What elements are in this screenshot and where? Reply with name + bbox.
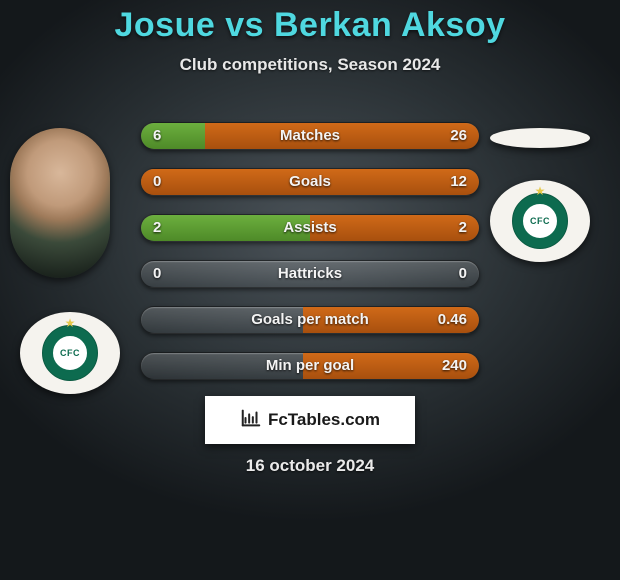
player-left-photo bbox=[10, 128, 110, 278]
brand-logo: FcTables.com bbox=[205, 396, 415, 444]
stat-row: 6Matches26 bbox=[140, 122, 480, 150]
club-badge-icon: ★ bbox=[512, 193, 568, 249]
stat-row: Min per goal240 bbox=[140, 352, 480, 380]
stat-row: 0Goals12 bbox=[140, 168, 480, 196]
stat-row: 2Assists2 bbox=[140, 214, 480, 242]
stat-value-right: 0 bbox=[459, 261, 467, 287]
stat-label: Hattricks bbox=[141, 261, 479, 287]
stat-label: Goals per match bbox=[141, 307, 479, 333]
stat-row: Goals per match0.46 bbox=[140, 306, 480, 334]
stat-label: Goals bbox=[141, 169, 479, 195]
star-icon: ★ bbox=[535, 184, 546, 198]
date-text: 16 october 2024 bbox=[0, 456, 620, 476]
stat-value-right: 2 bbox=[459, 215, 467, 241]
page-title: Josue vs Berkan Aksoy bbox=[0, 0, 620, 45]
star-icon: ★ bbox=[65, 316, 76, 330]
club-badge-icon: ★ bbox=[42, 325, 98, 381]
stat-value-right: 240 bbox=[442, 353, 467, 379]
stat-label: Matches bbox=[141, 123, 479, 149]
club-right-badge: ★ bbox=[490, 180, 590, 262]
stat-value-right: 0.46 bbox=[438, 307, 467, 333]
stat-value-right: 12 bbox=[450, 169, 467, 195]
stat-row: 0Hattricks0 bbox=[140, 260, 480, 288]
stats-table: 6Matches260Goals122Assists20Hattricks0Go… bbox=[140, 122, 480, 398]
subtitle: Club competitions, Season 2024 bbox=[0, 55, 620, 75]
stat-label: Min per goal bbox=[141, 353, 479, 379]
chart-icon bbox=[240, 407, 262, 434]
stat-label: Assists bbox=[141, 215, 479, 241]
brand-text: FcTables.com bbox=[268, 410, 380, 430]
stat-value-right: 26 bbox=[450, 123, 467, 149]
club-left-badge: ★ bbox=[20, 312, 120, 394]
player-right-photo bbox=[490, 128, 590, 148]
